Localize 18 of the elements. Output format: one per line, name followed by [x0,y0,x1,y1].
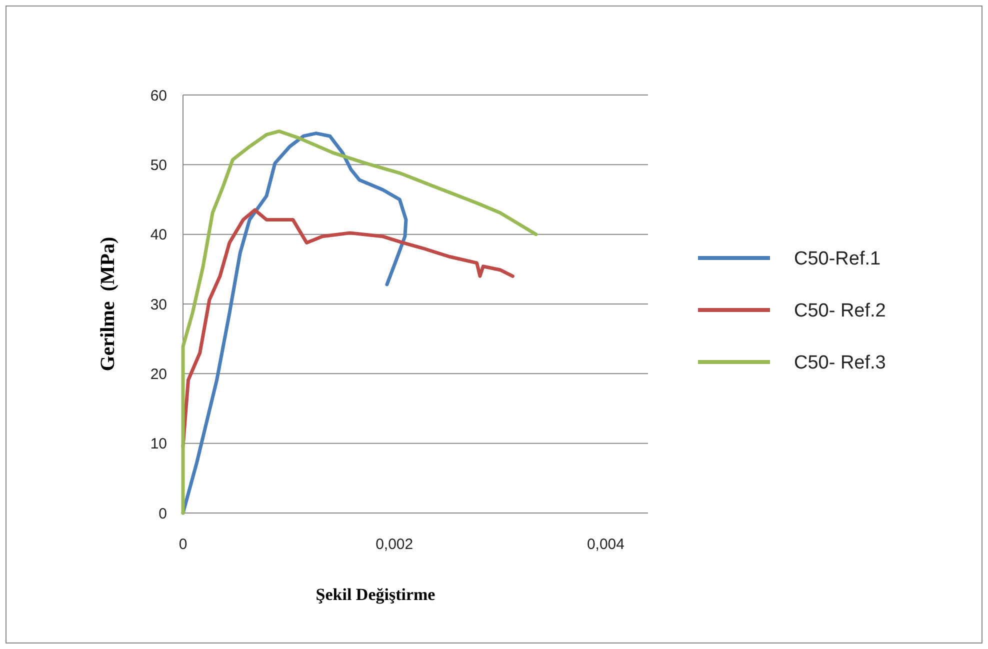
legend-label: C50-Ref.1 [794,248,881,270]
y-tick-label: 40 [150,226,167,244]
y-tick-label: 0 [158,505,167,522]
x-tick-label: 0 [178,536,188,553]
legend-label: C50- Ref.2 [794,300,886,322]
x-axis-title: Şekil Değiştirme [316,585,436,604]
x-tick-label: 0,002 [376,536,414,553]
line-series [181,208,514,448]
legend-label: C50- Ref.3 [794,352,886,374]
y-tick-label: 20 [150,366,167,383]
y-tick-label: 30 [150,296,167,314]
y-tick-label: 10 [150,436,167,453]
y-axis-title: Gerilme (MPa) [97,236,119,372]
line-series [181,132,408,515]
y-tick-label: 60 [150,87,167,104]
x-tick-label: 0,004 [586,536,624,553]
line-series [181,129,538,515]
y-tick-label: 50 [150,156,167,174]
